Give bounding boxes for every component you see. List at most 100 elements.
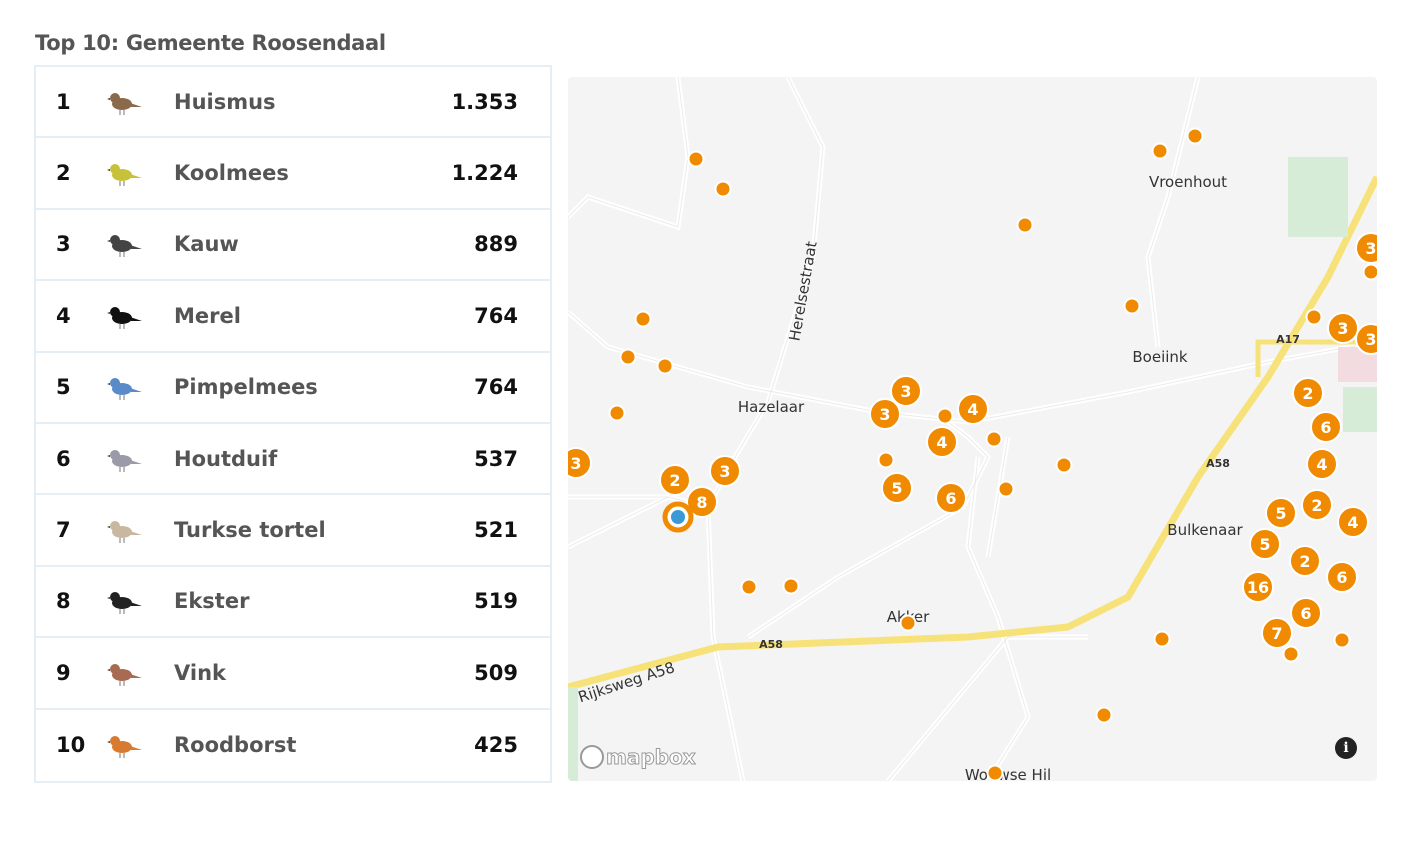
- cluster-count[interactable]: 7: [1271, 624, 1282, 643]
- map-marker[interactable]: [1153, 630, 1171, 648]
- cluster-count[interactable]: 4: [1347, 513, 1358, 532]
- table-row[interactable]: 3 Kauw 889: [36, 209, 550, 282]
- map[interactable]: Vroenhout Herelsestraat Boeiink Hazelaar Bul…: [568, 77, 1377, 781]
- cluster-count[interactable]: 6: [945, 489, 956, 508]
- cluster-marker[interactable]: [568, 447, 592, 479]
- map-marker[interactable]: [619, 348, 637, 366]
- bird-icon: [107, 521, 142, 544]
- bird-icon: [107, 449, 142, 472]
- cluster-count[interactable]: 2: [1311, 496, 1322, 515]
- cluster-marker[interactable]: [1326, 561, 1358, 593]
- map-marker[interactable]: [1016, 216, 1034, 234]
- cluster-count[interactable]: 3: [900, 382, 911, 401]
- cluster-marker[interactable]: [1306, 448, 1338, 480]
- cluster-count[interactable]: 6: [1336, 568, 1347, 587]
- map-marker[interactable]: [1282, 645, 1300, 663]
- map-marker[interactable]: [687, 150, 705, 168]
- map-marker[interactable]: [877, 451, 895, 469]
- map-marker[interactable]: [997, 480, 1015, 498]
- cluster-marker[interactable]: [686, 486, 718, 518]
- info-icon[interactable]: i: [1335, 737, 1357, 759]
- cluster-marker[interactable]: [659, 464, 691, 496]
- cluster-count[interactable]: 6: [1320, 418, 1331, 437]
- cluster-count[interactable]: 16: [1247, 578, 1269, 597]
- cluster-count[interactable]: 8: [696, 493, 707, 512]
- cluster-count[interactable]: 3: [879, 405, 890, 424]
- cluster-count[interactable]: 5: [891, 479, 902, 498]
- cluster-marker[interactable]: [709, 455, 741, 487]
- selected-cluster-inner[interactable]: [671, 510, 685, 524]
- cluster-marker[interactable]: [1301, 489, 1333, 521]
- map-marker[interactable]: [1123, 297, 1141, 315]
- table-row[interactable]: 6 Houtduif 537: [36, 423, 550, 496]
- mapbox-logo[interactable]: mapbox: [580, 745, 696, 770]
- map-marker[interactable]: [1305, 308, 1323, 326]
- cluster-marker[interactable]: [1249, 528, 1281, 560]
- map-marker[interactable]: [714, 180, 732, 198]
- map-marker[interactable]: [986, 764, 1004, 781]
- cluster-marker[interactable]: [890, 375, 922, 407]
- map-marker[interactable]: [985, 430, 1003, 448]
- place-label: Wouwse Hil: [965, 766, 1051, 781]
- map-marker[interactable]: [1151, 142, 1169, 160]
- cluster-marker[interactable]: [1290, 597, 1322, 629]
- rank: 10: [56, 733, 86, 758]
- table-row[interactable]: 2 Koolmees 1.224: [36, 138, 550, 210]
- cluster-count[interactable]: 3: [570, 454, 581, 473]
- cluster-marker[interactable]: [1289, 545, 1321, 577]
- cluster-marker[interactable]: [1355, 323, 1377, 355]
- cluster-count[interactable]: 2: [669, 471, 680, 490]
- cluster-count[interactable]: 3: [1365, 239, 1376, 258]
- species-count: 764: [474, 303, 518, 328]
- map-marker[interactable]: [656, 357, 674, 375]
- cluster-marker[interactable]: [869, 398, 901, 430]
- map-marker[interactable]: [936, 407, 954, 425]
- cluster-marker[interactable]: [1261, 617, 1293, 649]
- map-marker[interactable]: [1055, 456, 1073, 474]
- map-marker[interactable]: [634, 310, 652, 328]
- map-marker[interactable]: [899, 614, 917, 632]
- map-marker[interactable]: [782, 577, 800, 595]
- cluster-count[interactable]: 5: [1275, 504, 1286, 523]
- road: [568, 77, 691, 231]
- species-count: 509: [474, 660, 518, 685]
- cluster-count[interactable]: 2: [1299, 552, 1310, 571]
- cluster-marker[interactable]: [881, 472, 913, 504]
- cluster-marker[interactable]: [1310, 411, 1342, 443]
- cluster-count[interactable]: 4: [936, 433, 947, 452]
- table-row[interactable]: 5 Pimpelmees 764: [36, 352, 550, 424]
- cluster-marker[interactable]: [926, 426, 958, 458]
- cluster-marker[interactable]: [935, 482, 967, 514]
- cluster-count[interactable]: 6: [1300, 604, 1311, 623]
- rank: 4: [56, 303, 71, 328]
- map-marker[interactable]: [1095, 706, 1113, 724]
- cluster-count[interactable]: 3: [1337, 319, 1348, 338]
- map-marker[interactable]: [740, 578, 758, 596]
- cluster-marker[interactable]: [957, 393, 989, 425]
- cluster-marker[interactable]: [1355, 232, 1377, 264]
- cluster-count[interactable]: 5: [1259, 535, 1270, 554]
- map-marker[interactable]: [1333, 631, 1351, 649]
- map-marker[interactable]: [608, 404, 626, 422]
- cluster-marker[interactable]: [1242, 571, 1274, 603]
- cluster-marker[interactable]: [1337, 506, 1369, 538]
- table-row[interactable]: 1 Huismus 1.353: [36, 67, 550, 139]
- cluster-count[interactable]: 2: [1302, 384, 1313, 403]
- page-title: Top 10: Gemeente Roosendaal: [35, 31, 386, 55]
- table-row[interactable]: 7 Turkse tortel 521: [36, 495, 550, 567]
- cluster-marker[interactable]: [1292, 377, 1324, 409]
- cluster-count[interactable]: 3: [719, 462, 730, 481]
- map-marker[interactable]: [1186, 127, 1204, 145]
- map-canvas[interactable]: Vroenhout Herelsestraat Boeiink Hazelaar Bul…: [568, 77, 1377, 781]
- table-row[interactable]: 9 Vink 509: [36, 638, 550, 710]
- table-row[interactable]: 8 Ekster 519: [36, 566, 550, 639]
- table-row[interactable]: 10 Roodborst 425: [36, 709, 550, 781]
- species-count: 521: [474, 518, 518, 543]
- cluster-marker[interactable]: [1327, 312, 1359, 344]
- cluster-count[interactable]: 3: [1365, 330, 1376, 349]
- map-marker[interactable]: [1362, 263, 1378, 281]
- cluster-marker[interactable]: [1265, 497, 1297, 529]
- cluster-count[interactable]: 4: [967, 400, 978, 419]
- table-row[interactable]: 4 Merel 764: [36, 281, 550, 353]
- cluster-count[interactable]: 4: [1316, 455, 1327, 474]
